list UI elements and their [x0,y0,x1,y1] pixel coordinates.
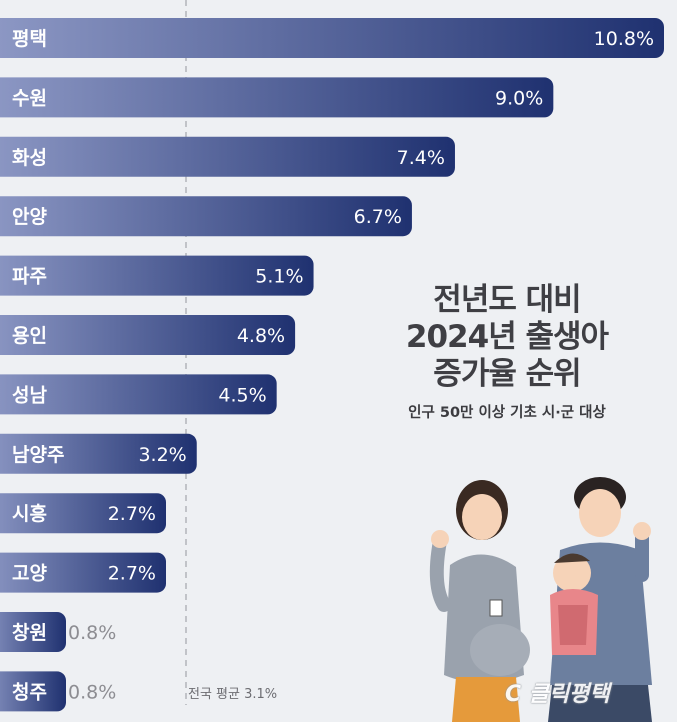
baby-figure [550,553,598,655]
chart-title-line-2: 2024년 출생아 [405,319,609,355]
value-label-12: 0.8% [68,681,116,703]
bar-11 [0,612,66,652]
value-label-6: 4.8% [237,325,285,347]
value-label-3: 7.4% [397,147,445,169]
bar-7 [0,374,277,415]
value-label-1: 10.8% [594,28,654,50]
chart-title-block: 전년도 대비 2024년 출생아 증가율 순위 인구 50만 이상 기초 시·군… [362,282,652,422]
bars-group: 평택 10.8% 수원 9.0% 화성 7.4% 안양 6.7% 파주 5.1% 용인 4.8% 성남 4… [0,18,664,712]
value-label-11: 0.8% [68,622,116,644]
watermark-logo: C 클릭평택 [505,682,610,707]
category-label-11: 창원 [12,622,47,644]
category-label-8: 남양주 [12,444,64,466]
bar-6 [0,315,296,355]
value-label-2: 9.0% [495,87,543,109]
value-label-5: 5.1% [255,266,303,288]
category-label-10: 고양 [12,563,47,585]
value-label-9: 2.7% [108,503,156,525]
category-label-9: 시흥 [12,502,47,525]
category-label-5: 파주 [12,266,47,288]
bar-4 [0,196,412,237]
bar-10 [0,552,166,593]
category-label-2: 수원 [12,87,47,109]
value-label-8: 3.2% [138,444,186,466]
bar-3 [0,136,455,177]
chart-title-line-3: 증가율 순위 [433,356,581,392]
category-label-1: 평택 [12,28,47,50]
value-label-10: 2.7% [108,563,156,585]
chart-title-line-1: 전년도 대비 [433,282,581,318]
category-label-6: 용인 [12,325,47,347]
category-label-12: 청주 [12,681,47,703]
value-label-7: 4.5% [218,384,266,406]
bar-5 [0,255,314,296]
bar-1 [0,18,664,58]
bar-8 [0,433,197,474]
category-label-3: 화성 [12,147,47,169]
bar-12 [0,671,66,712]
national-average-label: 전국 평균 3.1% [188,687,278,702]
category-label-7: 성남 [12,384,47,406]
family-illustration [429,477,652,722]
category-label-4: 안양 [12,206,47,228]
chart-subtitle: 인구 50만 이상 기초 시·군 대상 [408,405,606,421]
bar-9 [0,493,166,534]
bar-2 [0,77,554,118]
value-label-4: 6.7% [354,206,402,228]
woman-figure [429,480,530,722]
